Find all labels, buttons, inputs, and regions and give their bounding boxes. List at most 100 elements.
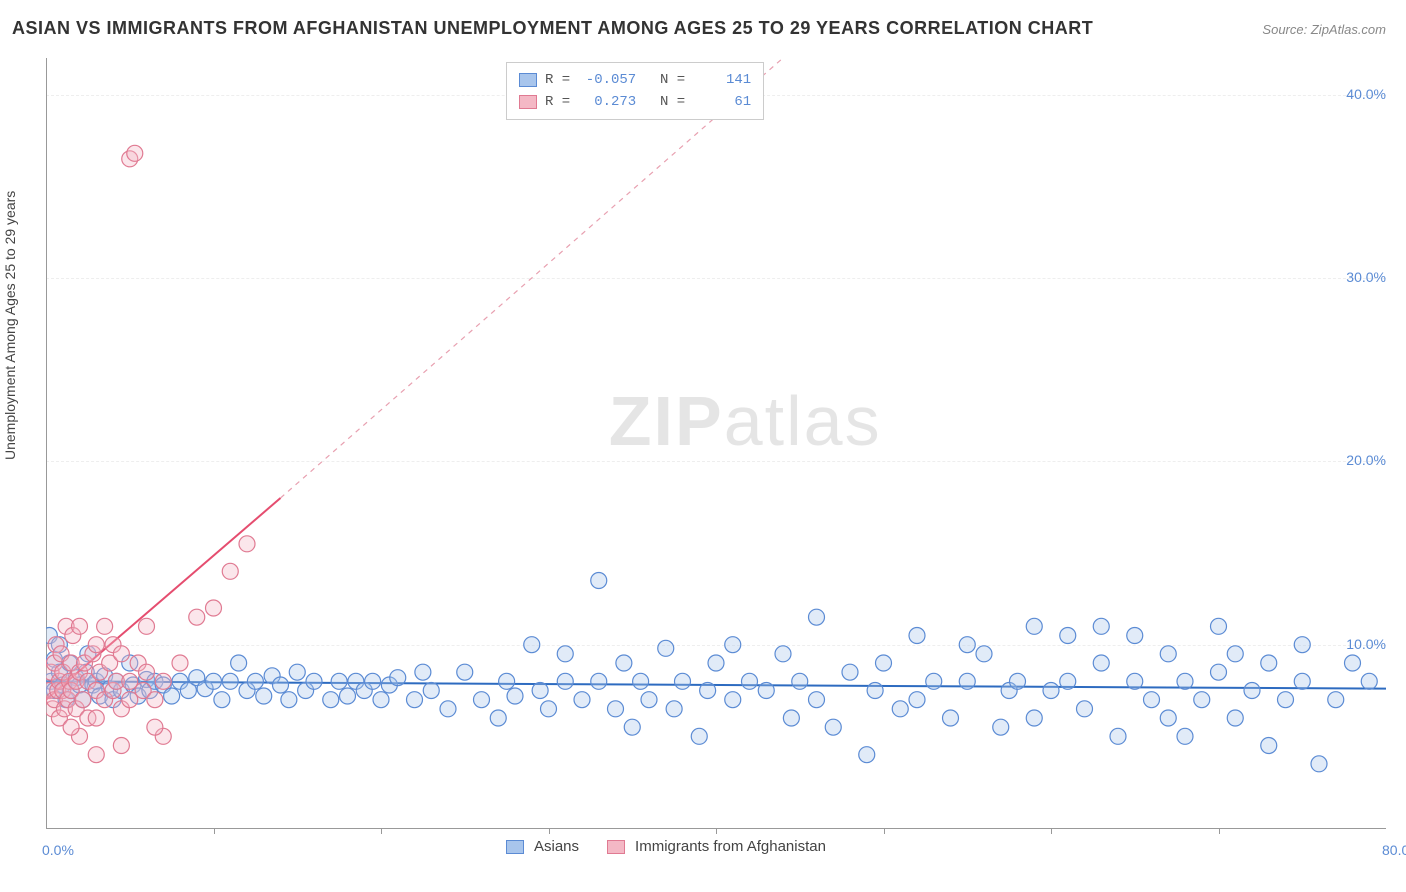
point-afghan bbox=[113, 646, 129, 662]
point-asians bbox=[658, 640, 674, 656]
point-asians bbox=[1361, 673, 1377, 689]
point-afghan bbox=[222, 563, 238, 579]
point-afghan bbox=[239, 536, 255, 552]
point-asians bbox=[959, 673, 975, 689]
point-asians bbox=[499, 673, 515, 689]
point-afghan bbox=[97, 618, 113, 634]
point-asians bbox=[281, 692, 297, 708]
point-asians bbox=[792, 673, 808, 689]
source-label: Source: bbox=[1262, 22, 1307, 37]
point-asians bbox=[256, 688, 272, 704]
stat-N-label: N = bbox=[660, 72, 685, 88]
point-afghan bbox=[63, 719, 79, 735]
stats-row-asians: R = -0.057 N = 141 bbox=[519, 69, 751, 91]
point-asians bbox=[725, 637, 741, 653]
point-asians bbox=[206, 673, 222, 689]
point-asians bbox=[1026, 710, 1042, 726]
point-asians bbox=[1127, 673, 1143, 689]
point-asians bbox=[541, 701, 557, 717]
point-asians bbox=[926, 673, 942, 689]
point-asians bbox=[407, 692, 423, 708]
point-asians bbox=[289, 664, 305, 680]
point-afghan bbox=[88, 637, 104, 653]
point-asians bbox=[1026, 618, 1042, 634]
point-asians bbox=[876, 655, 892, 671]
source-link[interactable]: ZipAtlas.com bbox=[1311, 22, 1386, 37]
x-minor-tick bbox=[381, 828, 382, 834]
point-asians bbox=[825, 719, 841, 735]
point-asians bbox=[859, 747, 875, 763]
x-minor-tick bbox=[884, 828, 885, 834]
legend-swatch-asians bbox=[506, 840, 524, 854]
point-asians bbox=[943, 710, 959, 726]
point-asians bbox=[993, 719, 1009, 735]
point-asians bbox=[691, 728, 707, 744]
point-asians bbox=[708, 655, 724, 671]
stat-R-value: -0.057 bbox=[578, 72, 636, 88]
point-asians bbox=[783, 710, 799, 726]
point-asians bbox=[909, 692, 925, 708]
point-asians bbox=[1261, 738, 1277, 754]
point-asians bbox=[742, 673, 758, 689]
point-asians bbox=[247, 673, 263, 689]
point-afghan bbox=[139, 664, 155, 680]
legend-label-asians: Asians bbox=[534, 838, 579, 855]
point-asians bbox=[1110, 728, 1126, 744]
stats-legend: R =-0.057 N =141R =0.273 N =61 bbox=[506, 62, 764, 120]
stat-R-value: 0.273 bbox=[578, 94, 636, 110]
point-asians bbox=[331, 673, 347, 689]
x-tick-label: 80.0% bbox=[1382, 842, 1406, 858]
point-asians bbox=[809, 692, 825, 708]
point-afghan bbox=[147, 692, 163, 708]
stat-R-label: R = bbox=[545, 94, 570, 110]
series-legend: Asians Immigrants from Afghanistan bbox=[506, 838, 844, 855]
point-asians bbox=[1227, 710, 1243, 726]
legend-label-afghan: Immigrants from Afghanistan bbox=[635, 838, 826, 855]
x-minor-tick bbox=[716, 828, 717, 834]
point-asians bbox=[1060, 628, 1076, 644]
stat-N-value: 61 bbox=[693, 94, 751, 110]
stat-R-label: R = bbox=[545, 72, 570, 88]
point-asians bbox=[1060, 673, 1076, 689]
correlation-chart: ASIAN VS IMMIGRANTS FROM AFGHANISTAN UNE… bbox=[0, 0, 1406, 892]
point-asians bbox=[1177, 673, 1193, 689]
point-asians bbox=[214, 692, 230, 708]
x-minor-tick bbox=[214, 828, 215, 834]
chart-title: ASIAN VS IMMIGRANTS FROM AFGHANISTAN UNE… bbox=[12, 18, 1093, 39]
point-asians bbox=[1177, 728, 1193, 744]
source-attribution: Source: ZipAtlas.com bbox=[1262, 22, 1386, 37]
point-asians bbox=[532, 683, 548, 699]
legend-swatch-afghan bbox=[607, 840, 625, 854]
point-afghan bbox=[72, 618, 88, 634]
x-minor-tick bbox=[1051, 828, 1052, 834]
point-asians bbox=[323, 692, 339, 708]
point-asians bbox=[373, 692, 389, 708]
point-asians bbox=[1278, 692, 1294, 708]
point-asians bbox=[1160, 646, 1176, 662]
point-asians bbox=[1345, 655, 1361, 671]
point-asians bbox=[666, 701, 682, 717]
point-asians bbox=[959, 637, 975, 653]
point-asians bbox=[675, 673, 691, 689]
point-asians bbox=[1328, 692, 1344, 708]
stat-N-value: 141 bbox=[693, 72, 751, 88]
point-asians bbox=[273, 677, 289, 693]
point-asians bbox=[892, 701, 908, 717]
scatter-svg bbox=[46, 58, 1386, 828]
y-axis-label: Unemployment Among Ages 25 to 29 years bbox=[2, 440, 18, 460]
point-asians bbox=[842, 664, 858, 680]
point-asians bbox=[557, 646, 573, 662]
point-asians bbox=[1211, 618, 1227, 634]
point-asians bbox=[1127, 628, 1143, 644]
point-asians bbox=[1294, 673, 1310, 689]
point-asians bbox=[365, 673, 381, 689]
point-asians bbox=[633, 673, 649, 689]
point-asians bbox=[164, 688, 180, 704]
point-asians bbox=[1194, 692, 1210, 708]
point-asians bbox=[976, 646, 992, 662]
point-afghan bbox=[172, 655, 188, 671]
point-asians bbox=[1294, 637, 1310, 653]
point-asians bbox=[591, 573, 607, 589]
x-minor-tick bbox=[1219, 828, 1220, 834]
point-asians bbox=[1244, 683, 1260, 699]
